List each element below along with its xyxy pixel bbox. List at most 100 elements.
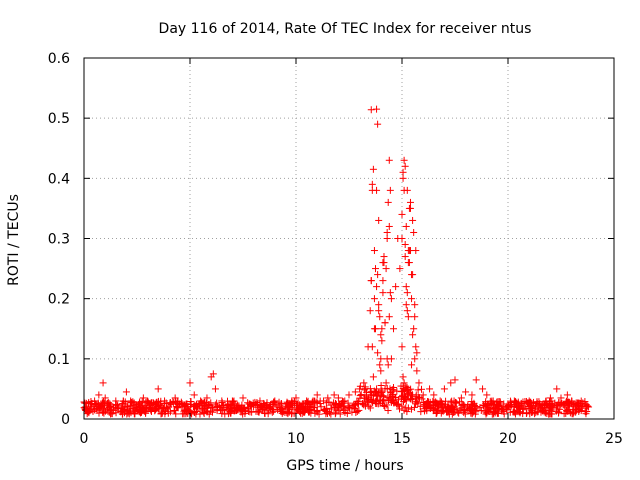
data-point — [449, 404, 457, 412]
data-point — [238, 404, 246, 412]
data-point — [268, 408, 276, 416]
data-point — [341, 408, 349, 416]
data-point — [271, 397, 279, 405]
data-point — [366, 307, 374, 315]
data-point — [369, 373, 377, 381]
data-point — [270, 399, 278, 407]
data-point — [443, 408, 451, 416]
data-point — [406, 198, 414, 206]
data-point — [536, 400, 544, 408]
x-tick-label: 20 — [499, 431, 517, 447]
data-point — [432, 398, 440, 406]
data-point — [375, 389, 383, 397]
data-point — [204, 407, 212, 415]
data-point — [499, 405, 507, 413]
data-point — [462, 388, 470, 396]
data-point — [320, 397, 328, 405]
data-point — [96, 404, 104, 412]
data-point — [159, 405, 167, 413]
data-point — [467, 401, 475, 409]
data-point — [558, 399, 566, 407]
data-point — [481, 402, 489, 410]
data-point — [339, 398, 347, 406]
data-point — [337, 402, 345, 410]
data-point — [399, 373, 407, 381]
data-point — [401, 393, 409, 401]
data-point — [183, 400, 191, 408]
data-point — [390, 325, 398, 333]
data-point — [568, 410, 576, 418]
data-point — [301, 408, 309, 416]
y-tick-label: 0.3 — [48, 232, 70, 248]
data-point — [112, 409, 120, 417]
data-point — [381, 385, 389, 393]
data-point — [568, 397, 576, 405]
data-point — [386, 289, 394, 297]
data-point — [124, 409, 132, 417]
data-point — [366, 404, 374, 412]
data-point — [415, 379, 423, 387]
data-point — [154, 385, 162, 393]
data-point-outlier — [374, 120, 382, 128]
data-point — [330, 391, 338, 399]
data-point — [106, 402, 114, 410]
data-point — [264, 410, 272, 418]
data-point — [585, 403, 593, 411]
data-point — [421, 405, 429, 413]
data-point — [324, 394, 332, 402]
data-point — [409, 216, 417, 224]
data-point — [211, 385, 219, 393]
data-point — [485, 408, 493, 416]
data-point — [245, 400, 253, 408]
data-point — [538, 406, 546, 414]
data-point — [133, 403, 141, 411]
data-point — [217, 406, 225, 414]
data-point — [553, 385, 561, 393]
data-point — [381, 319, 389, 327]
data-point — [403, 383, 411, 391]
axis-ticks: 0 5 10 15 20 25 0 0.1 0.2 0.3 0.4 0.5 0.6 — [48, 51, 623, 447]
data-point — [105, 403, 113, 411]
data-point — [375, 216, 383, 224]
data-point — [372, 265, 379, 273]
data-point — [548, 405, 556, 413]
data-point — [190, 391, 198, 399]
data-point — [356, 385, 364, 393]
data-point — [239, 394, 247, 402]
data-point — [197, 397, 205, 405]
data-point — [93, 404, 101, 412]
data-point — [388, 386, 396, 394]
data-point — [387, 396, 395, 404]
data-point — [411, 301, 419, 309]
data-point — [96, 402, 104, 410]
data-point-outlier — [373, 105, 381, 113]
data-point — [172, 410, 180, 418]
data-point — [467, 409, 475, 417]
data-point — [385, 156, 393, 164]
data-point — [368, 391, 376, 399]
data-point — [377, 381, 385, 389]
data-point — [448, 397, 456, 405]
data-point — [322, 407, 330, 415]
data-point — [313, 391, 321, 399]
data-point — [408, 295, 416, 303]
data-point — [175, 400, 183, 408]
data-point — [402, 301, 410, 309]
data-point — [334, 394, 342, 402]
data-point — [414, 386, 422, 394]
data-point — [351, 388, 359, 396]
data-point — [419, 391, 427, 399]
data-point — [122, 388, 130, 396]
data-point — [139, 394, 147, 402]
data-point — [457, 394, 465, 402]
data-point — [367, 396, 375, 404]
data-point — [401, 162, 409, 170]
data-point — [399, 168, 407, 176]
data-point — [213, 406, 221, 414]
data-point — [218, 410, 226, 418]
data-point — [401, 394, 409, 402]
data-point — [332, 409, 340, 417]
data-point — [147, 406, 155, 414]
data-point — [403, 289, 411, 297]
data-point — [398, 235, 406, 242]
